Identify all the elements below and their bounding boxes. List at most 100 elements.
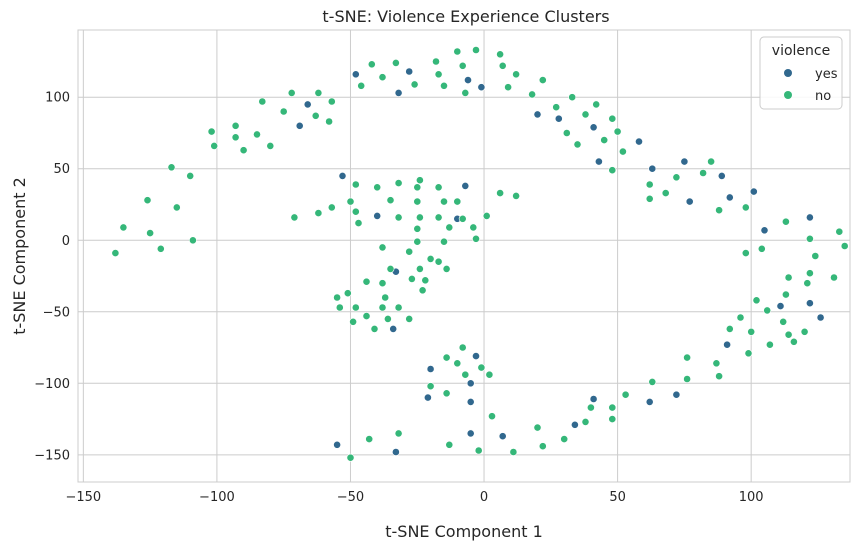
data-point-no [362, 312, 371, 320]
data-point-no [327, 97, 336, 106]
data-point-no [806, 269, 814, 278]
data-point-yes [816, 313, 825, 322]
data-point-no [803, 279, 812, 288]
x-tick-label: −100 [199, 490, 235, 505]
data-point-no [290, 213, 299, 222]
data-point-no [581, 417, 590, 426]
data-point-no [712, 359, 721, 368]
data-point-yes [466, 429, 475, 438]
data-point-yes [589, 395, 598, 403]
data-point-no [346, 453, 355, 462]
data-point-yes [464, 76, 472, 84]
legend: violence yes no [759, 36, 843, 110]
data-point-no [370, 324, 379, 333]
data-point-no [512, 191, 520, 200]
data-point-yes [760, 226, 769, 235]
chart-title: t-SNE: Violence Experience Clusters [322, 7, 609, 26]
data-point-no [453, 197, 462, 206]
data-point-no [784, 273, 793, 282]
data-point-no [146, 229, 154, 237]
data-point-no [231, 133, 240, 142]
data-point-no [440, 237, 448, 246]
data-point-no [533, 423, 542, 432]
data-point-no [453, 359, 462, 368]
data-point-no [143, 196, 152, 205]
data-point-no [445, 440, 454, 449]
y-tick-label: −150 [34, 448, 70, 463]
data-point-no [672, 173, 681, 182]
data-point-no [231, 121, 240, 130]
data-point-no [351, 303, 360, 312]
data-point-no [592, 100, 601, 109]
data-point-no [608, 403, 617, 412]
data-point-yes [680, 157, 689, 166]
data-point-no [391, 59, 400, 67]
data-point-yes [466, 379, 475, 388]
data-point-no [568, 93, 577, 102]
data-point-no [386, 196, 395, 205]
data-point-yes [571, 420, 579, 429]
data-point-no [434, 183, 443, 192]
data-point-yes [672, 390, 681, 399]
data-point-no [661, 189, 670, 197]
data-point-no [381, 293, 390, 302]
data-point-no [415, 213, 424, 222]
data-point-no [119, 223, 128, 232]
data-point-no [394, 303, 403, 312]
data-point-no [410, 80, 419, 89]
data-point-no [426, 382, 435, 391]
data-point-no [715, 206, 723, 215]
data-point-no [413, 237, 422, 246]
data-point-no [253, 130, 261, 139]
data-point-no [741, 203, 750, 212]
data-point-no [325, 117, 333, 126]
data-point-no [266, 141, 275, 150]
data-point-no [314, 89, 323, 97]
data-point-yes [466, 397, 475, 406]
data-point-no [472, 234, 480, 243]
legend-label-no: no [815, 89, 831, 104]
data-point-no [482, 211, 491, 220]
x-tick-label: −50 [337, 490, 364, 505]
data-point-no [715, 372, 723, 381]
data-point-no [287, 89, 296, 97]
data-point-no [648, 377, 657, 386]
data-point-no [386, 264, 395, 273]
legend-marker-yes [784, 69, 792, 77]
data-point-no [407, 274, 416, 283]
y-tick-labels: −150 −100 −50 0 50 100 [34, 91, 70, 464]
data-point-no [458, 61, 467, 70]
data-point-no [488, 412, 496, 421]
data-point-no [811, 252, 820, 260]
x-tick-label: 0 [480, 490, 488, 505]
data-point-no [725, 324, 734, 333]
data-point-yes [806, 213, 814, 222]
data-point-yes [477, 83, 486, 92]
data-point-no [477, 363, 486, 372]
data-point-no [744, 349, 753, 358]
data-point-no [186, 171, 195, 180]
data-point-no [552, 103, 561, 112]
data-point-yes [295, 121, 304, 130]
data-point-no [405, 314, 414, 323]
x-tick-label: 100 [739, 490, 764, 505]
data-point-no [415, 264, 424, 273]
data-point-no [362, 277, 371, 286]
data-point-no [172, 203, 181, 212]
data-point-no [111, 249, 120, 257]
data-point-no [830, 273, 838, 282]
data-point-no [279, 107, 288, 116]
data-point-no [509, 448, 518, 456]
data-point-no [683, 353, 691, 362]
data-point-no [434, 70, 443, 79]
data-point-no [752, 296, 761, 305]
data-point-yes [498, 432, 507, 441]
legend-label-yes: yes [815, 67, 838, 82]
data-point-no [167, 163, 176, 172]
data-point-no [405, 247, 414, 256]
data-point-no [683, 375, 691, 383]
data-point-no [562, 129, 571, 137]
data-point-no [496, 189, 504, 197]
data-point-no [351, 207, 360, 216]
data-point-yes [725, 193, 734, 202]
